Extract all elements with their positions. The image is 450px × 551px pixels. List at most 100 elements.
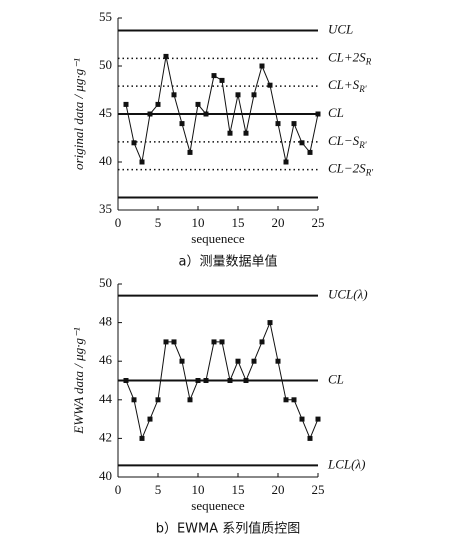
x-tick-label: 25	[312, 482, 325, 497]
data-point	[291, 397, 297, 403]
data-point	[155, 101, 161, 107]
data-point	[243, 130, 249, 136]
data-point	[139, 435, 145, 441]
data-point	[235, 92, 241, 98]
data-point	[187, 149, 193, 155]
data-point	[243, 378, 249, 383]
x-tick-label: 10	[192, 215, 205, 230]
reference-label-text: UCL	[328, 21, 353, 36]
data-point	[171, 339, 177, 345]
data-point	[163, 53, 169, 59]
data-point	[227, 130, 233, 136]
data-point	[171, 92, 177, 98]
reference-label-sub: R'	[358, 84, 367, 94]
y-tick-label: 42	[99, 429, 112, 444]
x-tick-label: 20	[272, 215, 285, 230]
reference-label: UCL	[328, 21, 353, 36]
data-point	[291, 121, 297, 127]
reference-label-text: CL−2S	[328, 161, 366, 176]
reference-label: UCL(λ)	[328, 287, 368, 302]
data-point	[307, 149, 313, 155]
reference-label: CL−SR'	[328, 133, 368, 150]
data-point	[123, 101, 129, 107]
reference-label: LCL(λ)	[327, 456, 365, 471]
data-point	[219, 339, 225, 345]
reference-label-text: LCL(λ)	[327, 456, 365, 471]
reference-label: CL	[328, 371, 344, 386]
reference-label-text: CL	[328, 371, 344, 386]
x-tick-label: 15	[232, 215, 245, 230]
data-point	[147, 111, 153, 117]
data-point	[219, 77, 225, 83]
data-line	[125, 56, 319, 164]
x-tick-label: 25	[312, 215, 325, 230]
data-point	[179, 358, 185, 364]
y-tick-label: 46	[99, 352, 113, 367]
data-point	[299, 140, 305, 146]
y-tick-label: 35	[99, 201, 112, 216]
data-point	[275, 121, 281, 127]
data-point	[275, 358, 281, 364]
data-point	[203, 111, 209, 117]
data-point	[307, 435, 313, 441]
y-tick-label: 44	[99, 391, 113, 406]
data-point	[283, 397, 289, 403]
data-point	[267, 82, 273, 88]
reference-label-text: CL	[328, 105, 344, 120]
data-point	[299, 416, 305, 422]
data-point	[195, 378, 201, 383]
y-tick-label: 40	[99, 153, 112, 168]
x-tick-label: 0	[115, 482, 122, 497]
data-point	[187, 397, 193, 403]
reference-label-sub: R	[365, 56, 372, 66]
reference-label-text: CL+2S	[328, 49, 366, 64]
y-tick-label: 55	[99, 9, 112, 24]
x-tick-label: 5	[155, 215, 162, 230]
data-point	[251, 92, 257, 98]
data-point	[131, 140, 137, 146]
y-tick-label: 50	[99, 57, 112, 72]
data-point	[203, 378, 209, 383]
x-tick-label: 0	[115, 215, 122, 230]
data-point	[235, 358, 241, 364]
y-axis-label: original data / μg·g⁻¹	[71, 58, 86, 170]
y-tick-label: 48	[99, 314, 112, 329]
data-point	[259, 339, 265, 345]
data-point	[227, 378, 233, 383]
data-point	[211, 73, 217, 79]
reference-label: CL+2SR	[328, 49, 372, 66]
y-tick-label: 40	[99, 468, 112, 483]
x-axis-label: sequenece	[191, 231, 245, 246]
data-point	[283, 159, 289, 165]
data-point	[195, 101, 201, 107]
data-point	[267, 320, 273, 326]
reference-label-text: UCL(λ)	[328, 287, 368, 302]
data-point	[259, 63, 265, 69]
data-point	[251, 358, 257, 364]
y-axis-label: EWWA data / μg·g⁻¹	[71, 327, 86, 435]
reference-label-text: CL−S	[328, 133, 360, 148]
x-tick-label: 15	[232, 482, 245, 497]
data-point	[315, 111, 321, 117]
x-tick-label: 20	[272, 482, 285, 497]
reference-label-text: CL+S	[328, 77, 360, 92]
caption: a）测量数据单值	[179, 254, 278, 270]
reference-label: CL−2SR'	[328, 161, 374, 178]
data-point	[179, 121, 185, 127]
reference-label-sub: R'	[358, 140, 367, 150]
y-tick-label: 50	[99, 275, 112, 290]
x-axis-label: sequenece	[191, 498, 245, 513]
data-point	[163, 339, 169, 345]
x-tick-label: 10	[192, 482, 205, 497]
reference-label-sub: R'	[365, 168, 374, 178]
data-point	[155, 397, 161, 403]
y-tick-label: 45	[99, 105, 112, 120]
data-point	[211, 339, 217, 345]
data-point	[315, 416, 321, 422]
data-point	[147, 416, 153, 422]
data-point	[139, 159, 145, 165]
reference-label: CL+SR'	[328, 77, 368, 94]
x-tick-label: 5	[155, 482, 162, 497]
data-point	[131, 397, 137, 403]
